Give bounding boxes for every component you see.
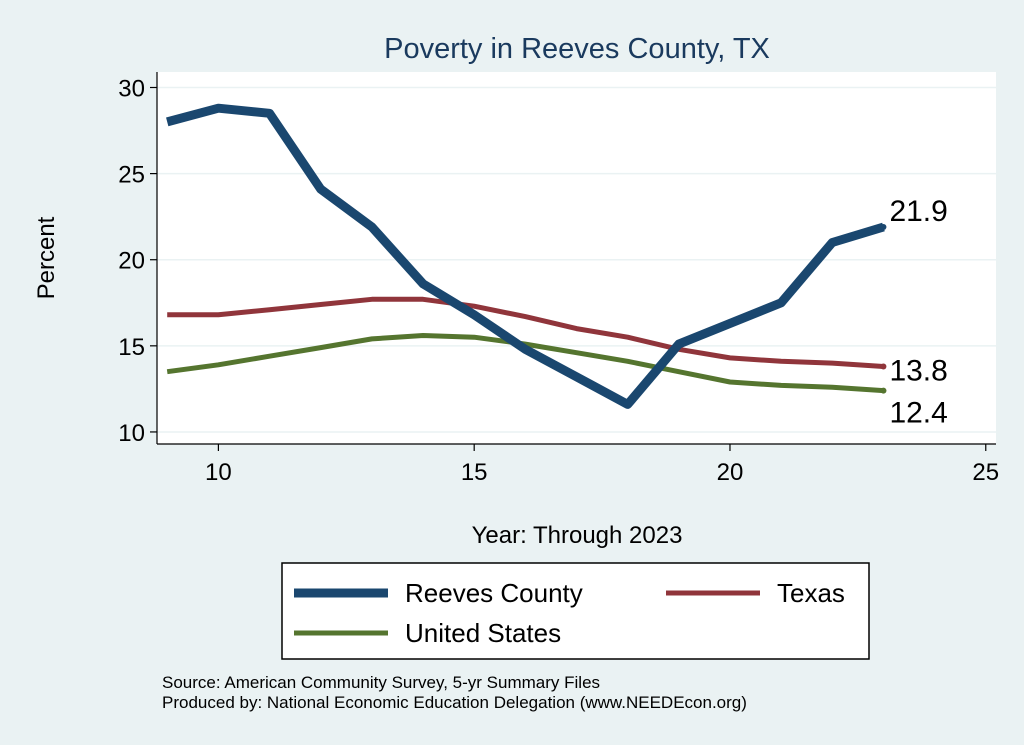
x-tick-label-25: 25 (972, 459, 999, 486)
produced-by-note: Produced by: National Economic Education… (162, 693, 747, 712)
end-label-reeves-county: 21.9 (889, 195, 947, 228)
end-labels: 21.9 13.8 12.4 (889, 195, 947, 430)
legend-label-united-states: United States (405, 618, 561, 648)
plot-area (157, 72, 996, 444)
end-label-texas: 13.8 (889, 355, 947, 388)
legend-items: Reeves County Texas United States (294, 578, 845, 648)
y-tick-label-25: 25 (118, 162, 145, 189)
legend: Reeves County Texas United States (281, 562, 870, 660)
axes (150, 72, 996, 451)
x-tick-label-10: 10 (205, 459, 232, 486)
legend-label-texas: Texas (777, 578, 845, 608)
series-line-reeves-county (166, 103, 885, 409)
end-point-united-states (880, 387, 887, 394)
end-point-texas (880, 363, 887, 370)
legend-box (281, 562, 870, 660)
series-line-texas (167, 296, 884, 369)
end-point-reeves-county (880, 224, 887, 230)
x-tick-label-20: 20 (717, 459, 744, 486)
x-axis-title: Year: Through 2023 (472, 522, 683, 549)
chart-title: Poverty in Reeves County, TX (384, 33, 770, 65)
legend-label-reeves-county: Reeves County (405, 578, 583, 608)
end-label-united-states: 12.4 (889, 397, 947, 430)
y-tick-label-10: 10 (118, 420, 145, 447)
series-lines (166, 103, 887, 409)
gridlines (157, 86, 996, 433)
y-axis-title: Percent (33, 216, 60, 299)
y-tick-label-15: 15 (118, 334, 145, 361)
tick-labels: 10 15 20 25 30 10 15 20 25 (118, 76, 999, 487)
x-tick-label-15: 15 (461, 459, 488, 486)
y-tick-label-30: 30 (118, 76, 145, 103)
source-note: Source: American Community Survey, 5-yr … (162, 673, 600, 692)
y-tick-label-20: 20 (118, 248, 145, 275)
